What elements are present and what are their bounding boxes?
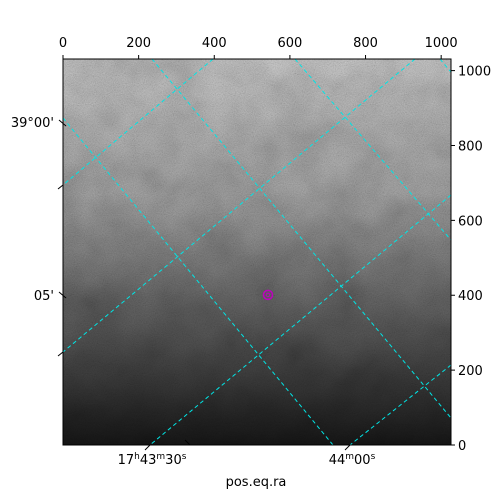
coordinate-grid	[63, 59, 451, 445]
y-tick-label: 1000	[458, 65, 491, 80]
x-tick-label: 0	[59, 36, 67, 51]
axes-frame	[62, 58, 452, 446]
dec-label: 05'	[34, 289, 54, 304]
y-tick-label: 800	[458, 139, 483, 154]
x-axis-label: pos.eq.ra	[226, 475, 287, 490]
x-tick-label: 1000	[425, 36, 458, 51]
y-tick-label: 200	[458, 364, 483, 379]
y-tick-label: 400	[458, 289, 483, 304]
x-tick-label: 200	[126, 36, 151, 51]
sky-image	[63, 59, 451, 445]
dec-label: 39°00'	[11, 116, 54, 131]
y-tick-label: 0	[458, 439, 466, 454]
ra-label: 17h43m30s	[118, 452, 187, 468]
target-marker-inner	[265, 292, 271, 298]
y-tick-label: 600	[458, 214, 483, 229]
x-tick-label: 600	[277, 36, 302, 51]
ra-tick-marks	[57, 119, 351, 451]
x-tick-label: 400	[202, 36, 227, 51]
x-tick-label: 800	[353, 36, 378, 51]
target-marker	[262, 289, 274, 301]
ra-label: 44m00s	[329, 452, 376, 468]
